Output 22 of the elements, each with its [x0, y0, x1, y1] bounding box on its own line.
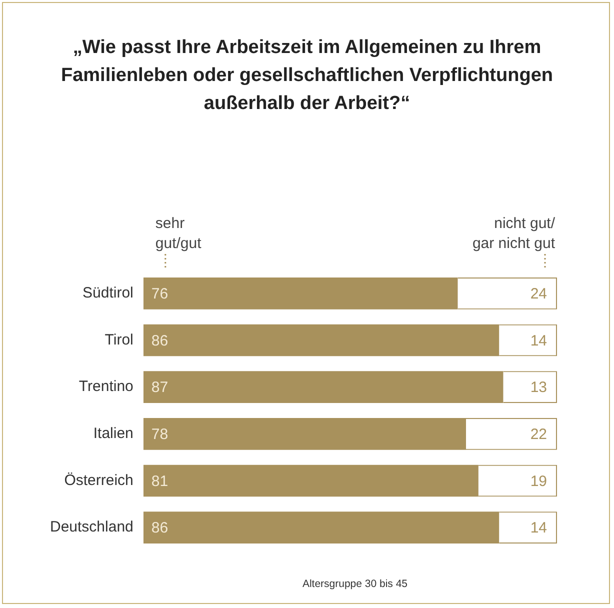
chart-title: „Wie passt Ihre Arbeitszeit im Allgemeinen zu Ihrem Familienleben oder gesellschaftlichen Verpflichtungen außerhalb der Arbeit?“ [60, 36, 554, 116]
series-label: sehr gut/gut [155, 215, 202, 252]
y-tick-label: Deutschland [50, 518, 134, 536]
y-tick-label: Südtirol [82, 284, 134, 302]
data-label: 14 [530, 332, 547, 350]
data-label: 19 [530, 472, 547, 490]
y-tick-label: Italien [93, 425, 134, 442]
y-tick-label: Tirol [104, 331, 134, 348]
data-label: 81 [151, 472, 168, 490]
data-label: 13 [530, 379, 547, 396]
data-label: 86 [151, 332, 168, 350]
y-tick-label: Österreich [64, 472, 134, 489]
series-label: nicht gut/gar nicht gut [472, 215, 556, 252]
data-label: 24 [530, 286, 547, 303]
y-tick-label: Trentino [78, 378, 134, 396]
data-label: 87 [151, 379, 168, 396]
data-label: 22 [530, 426, 547, 444]
text: Altersgruppe 30 bis 45 [301, 578, 409, 590]
data-label: 78 [151, 426, 168, 444]
data-label: 14 [530, 520, 547, 537]
data-label: 86 [151, 520, 168, 537]
data-label: 76 [151, 286, 168, 303]
